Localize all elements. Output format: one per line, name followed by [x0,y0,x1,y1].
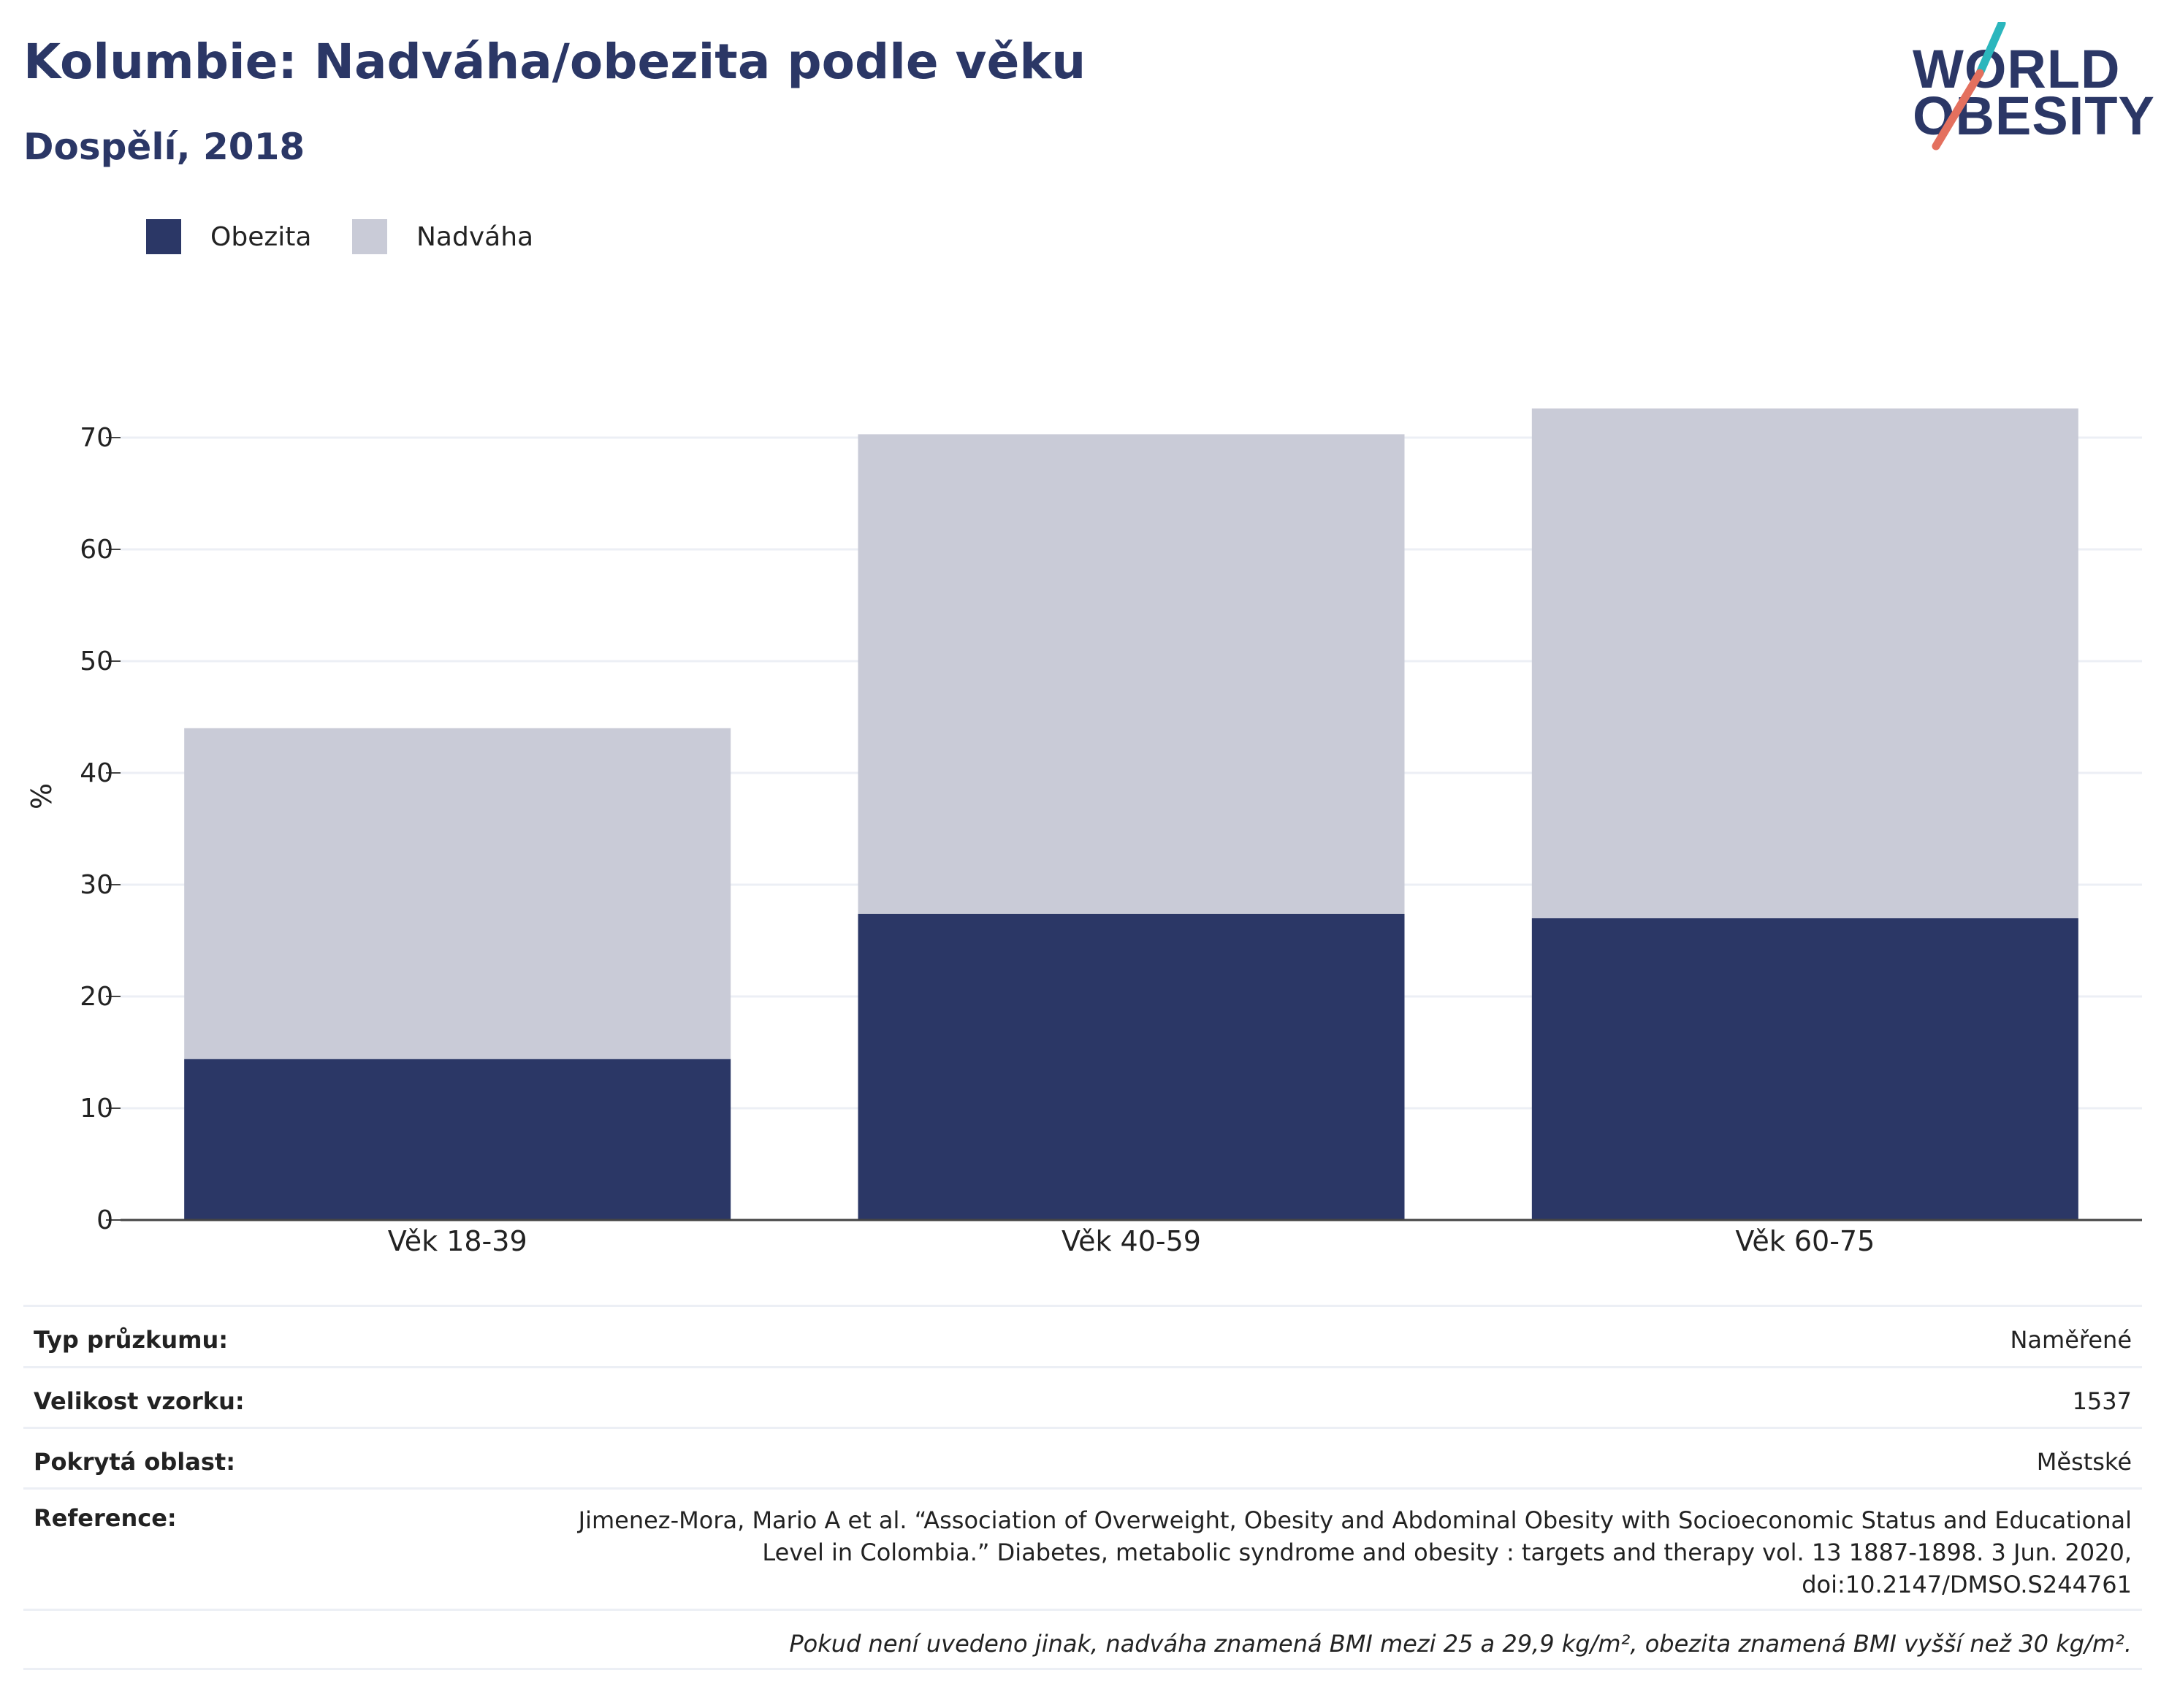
legend-label-nadvaha: Nadváha [416,222,534,252]
y-tick-label: 30 [80,870,113,900]
chart-title: Kolumbie: Nadváha/obezita podle věku [23,34,1086,90]
bar-nadvaha [184,728,731,1059]
info-key: Typ průzkumu: [34,1326,229,1354]
info-key: Reference: [34,1504,177,1532]
y-tick-label: 0 [96,1205,113,1235]
legend-swatch-obezita [146,219,181,254]
bar-obezita [858,913,1405,1220]
y-axis-label: % [26,783,58,809]
bar-obezita [184,1059,731,1220]
legend-label-obezita: Obezita [210,222,312,252]
bar-nadvaha [858,434,1405,914]
y-tick-label: 20 [80,982,113,1012]
x-tick-label: Věk 18-39 [388,1225,527,1257]
legend-swatch-nadvaha [352,219,387,254]
y-tick-label: 50 [80,647,113,676]
stacked-bar-chart: 0 10 20 30 40 50 60 70% Věk 18-39 Věk 40-59 Věk 60… [26,408,2142,1257]
info-value: Městské [2036,1448,2132,1476]
world-obesity-logo: WORLD OBESITY [1907,22,2154,153]
x-tick-label: Věk 40-59 [1062,1225,1201,1257]
info-key: Pokrytá oblast: [34,1448,235,1476]
info-row-sample-size: Velikost vzorku: 1537 [23,1366,2142,1427]
x-tick-label: Věk 60-75 [1735,1225,1875,1257]
info-value: Naměřené [2010,1326,2132,1354]
y-tick-label: 40 [80,758,113,788]
y-tick-label: 60 [80,535,113,565]
info-key: Velikost vzorku: [34,1387,245,1415]
y-tick-label: 70 [80,423,113,453]
y-tick-label: 10 [80,1094,113,1124]
bar-nadvaha [1531,408,2078,918]
chart-subtitle: Dospělí, 2018 [23,126,305,168]
bar-obezita [1531,918,2078,1220]
logo-slash-icon [1932,22,2006,150]
info-row-survey-type: Typ průzkumu: Naměřené [23,1305,2142,1366]
bmi-definition-note: Pokud není uvedeno jinak, nadváha znamen… [23,1609,2142,1670]
survey-info-table: Typ průzkumu: Naměřené Velikost vzorku: … [23,1305,2142,1670]
logo-word-world: WORLD [1913,39,2121,99]
reference-text: Jimenez-Mora, Mario A et al. “Associatio… [578,1506,2132,1598]
info-row-reference: Reference: Jimenez-Mora, Mario A et al. … [23,1487,2142,1609]
info-value: 1537 [2072,1387,2132,1415]
info-row-coverage: Pokrytá oblast: Městské [23,1427,2142,1487]
